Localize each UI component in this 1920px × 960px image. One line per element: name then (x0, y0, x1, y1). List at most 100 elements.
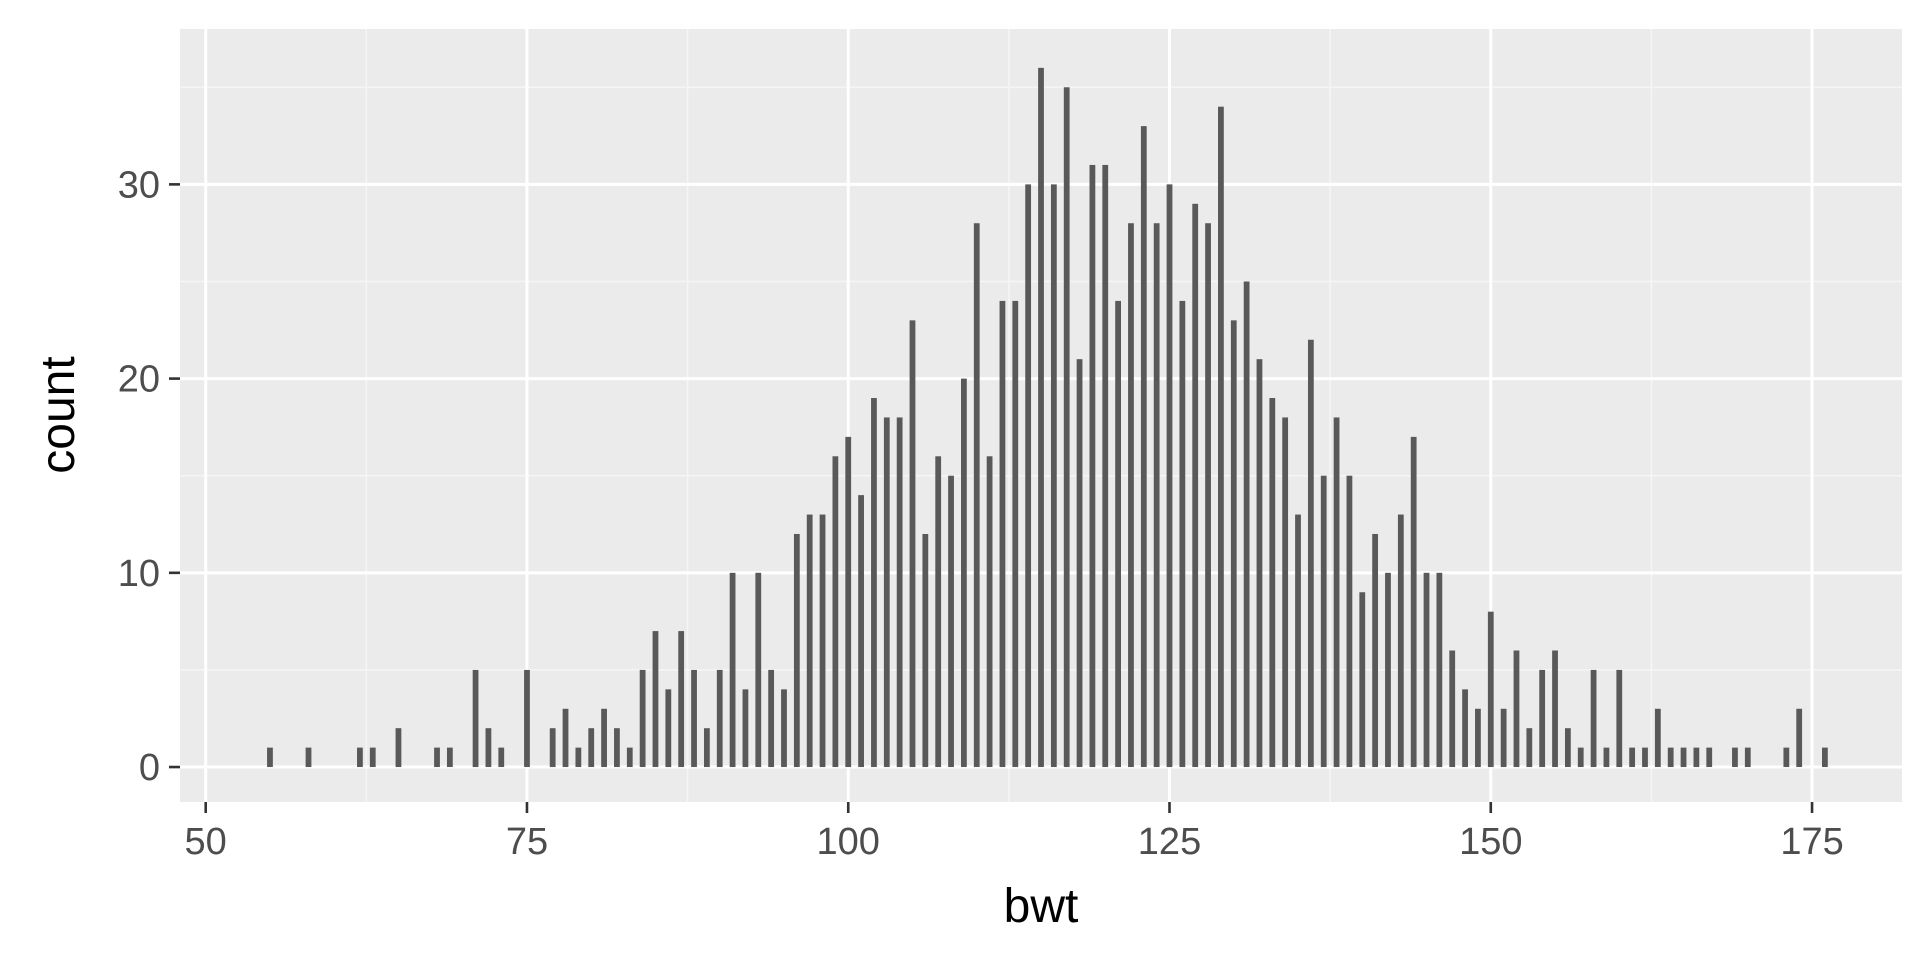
histogram-bar (948, 475, 954, 768)
x-tick-label: 100 (817, 821, 880, 863)
histogram-bar (1796, 708, 1803, 768)
histogram-bar (1654, 708, 1661, 768)
histogram-bar (1089, 164, 1096, 768)
histogram-bar (562, 708, 569, 768)
y-tick-label: 30 (118, 164, 160, 206)
histogram-bar (1732, 747, 1738, 768)
histogram-bar (1564, 728, 1571, 768)
histogram-bar (1500, 708, 1507, 768)
histogram-bar (935, 456, 942, 768)
histogram-bar (742, 689, 749, 768)
histogram-bar (1346, 475, 1353, 768)
histogram-bar (1603, 747, 1610, 768)
histogram-bar (1513, 650, 1520, 768)
histogram-bar (665, 689, 672, 768)
histogram-bar (1667, 747, 1674, 768)
histogram-bar (1539, 669, 1546, 768)
histogram-bar (1410, 436, 1417, 768)
histogram-bar (1153, 223, 1160, 768)
histogram-bar (678, 631, 685, 768)
histogram-bar (588, 728, 595, 768)
histogram-bar (267, 747, 273, 768)
x-tick-label: 75 (506, 821, 548, 863)
x-tick-label: 175 (1780, 821, 1843, 863)
histogram-bar (1693, 747, 1700, 768)
y-tick-label: 10 (118, 553, 160, 595)
histogram-bar (1038, 67, 1044, 768)
histogram-bar (1102, 164, 1109, 768)
histogram-bar (614, 728, 620, 768)
histogram-bar (1333, 417, 1340, 768)
histogram-bar (819, 514, 826, 768)
histogram-bar (1025, 184, 1032, 768)
histogram-bar (524, 669, 530, 768)
histogram-bar (1295, 514, 1301, 768)
histogram-bar (691, 669, 697, 768)
x-tick-label: 125 (1138, 821, 1201, 863)
y-axis: 0 10 20 30 (118, 164, 180, 789)
histogram-bar (1307, 339, 1314, 768)
histogram-bar (1822, 747, 1828, 768)
histogram-bar (1783, 747, 1790, 768)
histogram-bar (1423, 572, 1430, 768)
histogram-bar (806, 514, 813, 768)
histogram-bar (1475, 708, 1481, 768)
histogram-bar (768, 669, 775, 768)
x-tick-label: 50 (185, 821, 227, 863)
histogram-bar (909, 320, 916, 768)
histogram-bar (896, 417, 903, 768)
histogram-bar (498, 747, 505, 768)
histogram-bar (858, 495, 864, 768)
histogram-bar (1179, 300, 1186, 768)
histogram-bar (883, 417, 890, 768)
histogram-bar (986, 456, 993, 768)
histogram-bar (793, 533, 800, 768)
histogram-bar (1706, 747, 1713, 768)
histogram-bar (1487, 611, 1494, 768)
y-axis-title: count (32, 356, 85, 473)
histogram-bar (1282, 417, 1289, 768)
y-tick-label: 20 (118, 359, 160, 401)
histogram-bar (961, 378, 967, 768)
histogram-bar (845, 436, 852, 768)
histogram-bar (1462, 689, 1468, 768)
histogram-bar (1629, 747, 1636, 768)
histogram-bar (1140, 126, 1147, 768)
histogram-bar (1269, 398, 1276, 768)
histogram-bar (357, 747, 363, 768)
histogram-bar (1063, 87, 1070, 768)
histogram-bar (626, 747, 633, 768)
histogram-bar (1577, 747, 1584, 768)
histogram-bar (1397, 514, 1404, 768)
histogram-bar (1744, 747, 1751, 768)
histogram-bar (1166, 184, 1173, 768)
histogram-bar (1616, 669, 1623, 768)
histogram-bar (601, 708, 607, 768)
histogram-bar (1680, 747, 1687, 768)
histogram-bar (832, 456, 839, 768)
histogram-bar (1050, 184, 1057, 768)
histogram-bar (1205, 223, 1211, 768)
histogram-bar (716, 669, 723, 768)
histogram-bar (1436, 572, 1443, 768)
histogram-bar (1372, 533, 1379, 768)
histogram-bar (1449, 650, 1456, 768)
histogram-bar (1230, 320, 1237, 768)
histogram-bar (703, 728, 710, 768)
histogram-bar (1642, 747, 1648, 768)
histogram-bar (1359, 592, 1366, 768)
bars (267, 67, 1828, 768)
histogram-bar (1385, 572, 1391, 768)
x-tick-label: 150 (1459, 821, 1522, 863)
histogram-bar (434, 747, 440, 768)
histogram-bar (446, 747, 453, 768)
histogram-bar (1115, 300, 1121, 768)
histogram-bar (1590, 669, 1597, 768)
histogram-bar (472, 669, 479, 768)
histogram-bar (485, 728, 492, 768)
histogram-bar (781, 689, 787, 768)
histogram-bar (1243, 281, 1250, 768)
histogram-bar (1076, 359, 1083, 768)
histogram-bar (652, 631, 659, 768)
histogram-bar (729, 572, 736, 768)
